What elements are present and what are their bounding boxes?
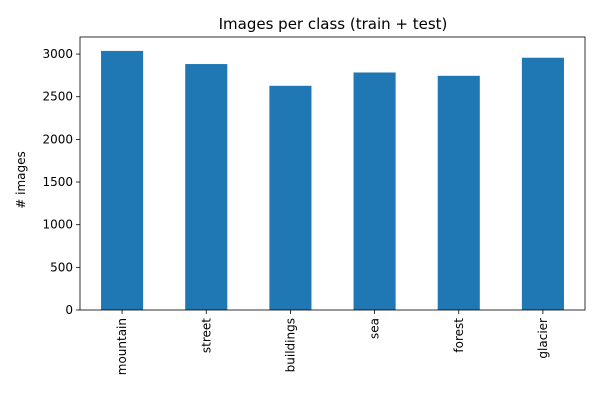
y-axis-label: # images [14, 151, 28, 209]
plot-frame [79, 36, 586, 311]
bar-street [185, 64, 228, 310]
x-tick-label: glacier [536, 318, 550, 359]
y-tick-label: 1000 [42, 218, 73, 232]
y-tick-label: 2000 [42, 132, 73, 146]
x-tick-label: forest [452, 318, 466, 353]
y-tick-label: 2500 [42, 90, 73, 104]
x-tick-label: buildings [283, 318, 297, 372]
y-tick-label: 3000 [42, 47, 73, 61]
x-tick-label: street [199, 318, 213, 353]
chart-title: Images per class (train + test) [219, 15, 448, 33]
bar-forest [437, 75, 480, 310]
bar-buildings [269, 85, 312, 310]
bar-sea [353, 72, 396, 311]
bar-glacier [521, 57, 564, 310]
x-tick-label: sea [368, 318, 382, 339]
y-tick-label: 500 [50, 260, 73, 274]
x-tick-label: mountain [115, 318, 129, 375]
y-tick-label: 1500 [42, 175, 73, 189]
bar-mountain [101, 50, 144, 310]
y-tick-label: 0 [65, 303, 73, 317]
plot-area: mountain street buildings sea forest glacier 0… [42, 36, 586, 375]
